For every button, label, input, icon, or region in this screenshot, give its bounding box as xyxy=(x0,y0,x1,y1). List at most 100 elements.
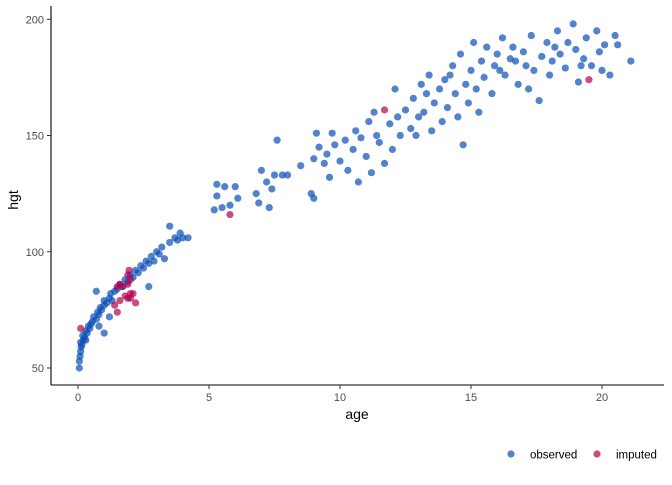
y-tick-label: 150 xyxy=(26,131,44,143)
point-observed xyxy=(564,38,572,47)
point-observed xyxy=(155,250,163,258)
point-observed xyxy=(415,113,423,121)
point-observed xyxy=(477,57,486,65)
point-observed xyxy=(352,127,360,135)
x-tick-label: 0 xyxy=(75,392,81,404)
point-observed xyxy=(166,238,174,247)
point-observed xyxy=(380,159,389,167)
point-observed xyxy=(606,71,614,79)
point-observed xyxy=(561,64,569,72)
point-imputed xyxy=(132,299,140,307)
y-tick-label: 100 xyxy=(26,247,44,259)
point-observed xyxy=(367,169,376,177)
point-observed xyxy=(435,85,444,93)
point-observed xyxy=(234,194,242,202)
point-observed xyxy=(582,34,590,42)
point-observed xyxy=(475,108,483,116)
point-observed xyxy=(310,155,318,163)
point-observed xyxy=(95,322,103,330)
point-imputed xyxy=(113,308,121,316)
point-observed xyxy=(75,364,83,372)
point-observed xyxy=(341,136,349,144)
x-ticks: 0 5 10 15 20 xyxy=(75,385,608,404)
x-tick-label: 20 xyxy=(596,392,608,404)
point-imputed xyxy=(226,210,234,219)
point-observed xyxy=(166,222,174,230)
point-observed xyxy=(312,129,321,137)
point-observed xyxy=(218,203,226,212)
point-observed xyxy=(546,71,554,79)
point-observed xyxy=(373,131,381,140)
point-observed xyxy=(344,166,352,174)
point-observed xyxy=(587,62,596,70)
point-observed xyxy=(535,97,543,105)
point-observed xyxy=(92,287,100,295)
point-observed xyxy=(527,31,535,40)
point-observed xyxy=(375,138,383,147)
points-layer xyxy=(75,20,635,372)
point-observed xyxy=(501,71,509,79)
point-observed xyxy=(252,190,260,198)
point-observed xyxy=(614,41,622,49)
point-observed xyxy=(611,31,619,40)
point-observed xyxy=(601,41,609,49)
point-observed xyxy=(459,141,467,149)
point-imputed xyxy=(77,324,85,333)
x-tick-label: 5 xyxy=(206,392,212,404)
point-observed xyxy=(627,57,635,65)
legend: observed imputed xyxy=(507,450,657,462)
point-imputed xyxy=(116,296,124,305)
y-ticks: 50 100 150 200 xyxy=(26,14,51,375)
point-observed xyxy=(278,171,286,179)
point-observed xyxy=(226,201,234,209)
point-observed xyxy=(158,243,166,251)
point-observed xyxy=(574,78,583,86)
point-observed xyxy=(357,134,365,142)
point-observed xyxy=(422,90,431,98)
point-observed xyxy=(284,171,292,179)
point-observed xyxy=(577,62,585,70)
point-observed xyxy=(449,62,457,70)
point-observed xyxy=(580,55,588,63)
point-observed xyxy=(394,113,402,121)
point-observed xyxy=(257,166,265,174)
point-observed xyxy=(386,120,394,128)
point-observed xyxy=(425,71,433,79)
point-observed xyxy=(493,50,501,58)
point-observed xyxy=(365,117,373,126)
point-observed xyxy=(150,257,158,265)
point-observed xyxy=(401,106,410,114)
legend-label-imputed: imputed xyxy=(616,450,657,462)
point-observed xyxy=(210,206,218,214)
x-axis-title: age xyxy=(345,406,369,422)
point-observed xyxy=(511,57,520,65)
point-observed xyxy=(543,38,551,47)
point-observed xyxy=(480,73,488,81)
point-observed xyxy=(498,34,507,42)
point-observed xyxy=(391,85,399,93)
point-observed xyxy=(412,131,420,140)
point-observed xyxy=(273,136,281,144)
point-observed xyxy=(470,38,478,47)
point-observed xyxy=(551,43,559,51)
point-observed xyxy=(509,43,517,51)
point-observed xyxy=(538,52,546,61)
point-observed xyxy=(496,66,504,74)
point-observed xyxy=(354,178,362,186)
point-observed xyxy=(213,180,221,188)
legend-label-observed: observed xyxy=(530,450,577,462)
point-imputed xyxy=(124,280,132,288)
point-observed xyxy=(331,141,339,149)
point-observed xyxy=(270,171,279,179)
point-imputed xyxy=(125,266,133,274)
point-observed xyxy=(82,336,90,344)
point-observed xyxy=(451,90,459,98)
y-tick-label: 200 xyxy=(26,14,44,26)
point-observed xyxy=(310,194,318,202)
point-observed xyxy=(297,162,305,170)
point-observed xyxy=(490,62,499,70)
point-observed xyxy=(388,145,396,154)
point-observed xyxy=(105,313,114,321)
point-observed xyxy=(325,173,334,181)
